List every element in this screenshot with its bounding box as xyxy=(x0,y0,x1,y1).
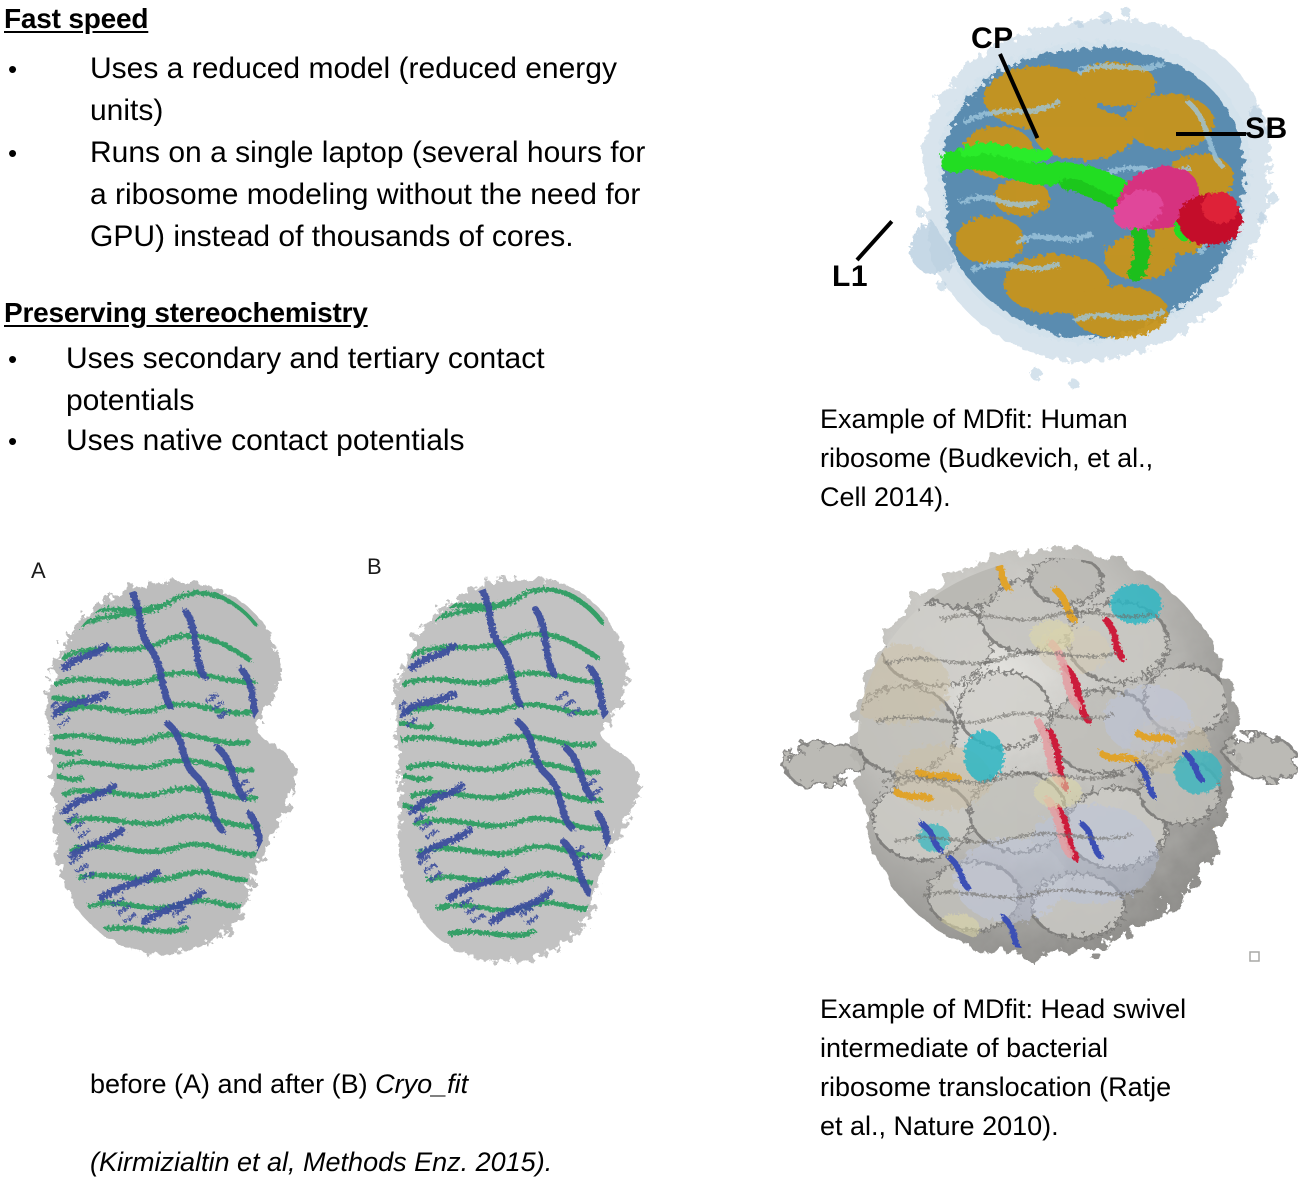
caption-human-ribosome: Example of MDfit: Human ribosome (Budkev… xyxy=(820,404,1154,512)
figure-cryofit-after xyxy=(350,566,670,986)
annotation-l1: L1 xyxy=(832,260,869,293)
caption-cryofit-citation: (Kirmizialtin et al, Methods Enz. 2015). xyxy=(90,1147,553,1177)
scale-marker xyxy=(1249,951,1260,962)
bullet-text: Uses native contact potentials xyxy=(66,424,465,457)
bullet-text: Uses a reduced model (reduced energy uni… xyxy=(90,52,617,127)
leader-line-sb xyxy=(1176,132,1246,136)
figure-human-ribosome xyxy=(870,2,1298,392)
caption-cryofit-line1: before (A) and after (B) Cryo_fit xyxy=(90,1069,468,1099)
panel-label-b: B xyxy=(367,554,382,579)
figure-cryofit-before xyxy=(10,572,340,982)
heading-preserving-stereochemistry: Preserving stereochemistry xyxy=(4,297,368,328)
bacterial-ribosome-surface-svg xyxy=(783,549,1298,962)
bullet-dot-icon: • xyxy=(8,54,18,84)
bullet-item-preserving-1: • Uses secondary and tertiary contact po… xyxy=(8,338,545,422)
annotation-cp: CP xyxy=(971,22,1014,55)
annotation-sb: SB xyxy=(1245,112,1288,145)
cryofit-before-svg xyxy=(46,581,296,955)
cryofit-after-svg xyxy=(394,577,639,963)
caption-cryofit-italic-title: Cryo_fit xyxy=(375,1069,469,1099)
bullet-dot-icon: • xyxy=(8,138,18,168)
bullet-dot-icon: • xyxy=(8,344,18,374)
caption-cryofit-plain: before (A) and after (B) xyxy=(90,1069,376,1099)
caption-head-swivel: Example of MDfit: Head swivel intermedia… xyxy=(820,994,1187,1141)
heading-fast-speed: Fast speed xyxy=(4,3,149,34)
panel-label-a: A xyxy=(31,558,46,583)
bullet-text: Uses secondary and tertiary contact pote… xyxy=(66,342,545,417)
figure-head-swivel xyxy=(766,524,1298,974)
bullet-item-fast-1: • Uses a reduced model (reduced energy u… xyxy=(8,48,617,132)
human-ribosome-density-svg xyxy=(909,7,1278,389)
bullet-text: Runs on a single laptop (several hours f… xyxy=(90,136,646,253)
bullet-item-fast-2: • Runs on a single laptop (several hours… xyxy=(8,132,645,258)
bullet-dot-icon: • xyxy=(8,426,18,456)
bullet-item-preserving-2: • Uses native contact potentials xyxy=(8,420,465,462)
caption-cryofit: before (A) and after (B) Cryo_fit (Kirmi… xyxy=(90,1026,690,1182)
